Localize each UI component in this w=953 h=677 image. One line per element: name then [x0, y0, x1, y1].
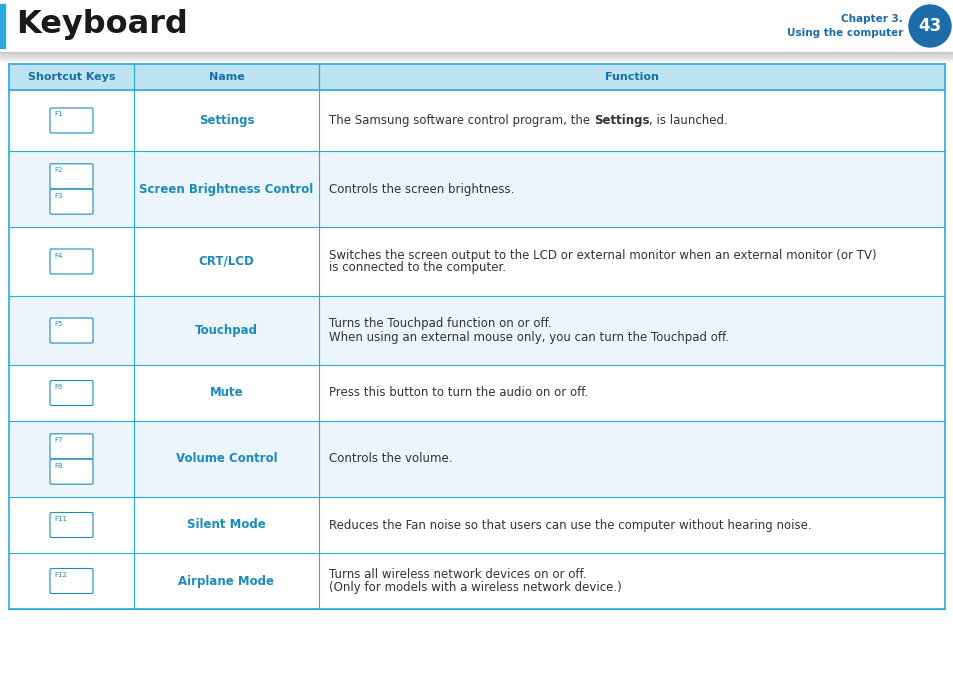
- Text: F1: F1: [54, 112, 63, 118]
- Text: F11: F11: [54, 516, 67, 522]
- Text: When using an external mouse only, you can turn the Touchpad off.: When using an external mouse only, you c…: [329, 330, 728, 343]
- Text: Mute: Mute: [210, 387, 243, 399]
- Text: is connected to the computer.: is connected to the computer.: [329, 261, 506, 274]
- FancyBboxPatch shape: [50, 434, 92, 459]
- Bar: [9, 365, 944, 421]
- Bar: [0, 0, 953, 52]
- FancyBboxPatch shape: [50, 512, 92, 538]
- Text: Silent Mode: Silent Mode: [187, 519, 266, 531]
- Text: Name: Name: [209, 72, 244, 82]
- Text: F7: F7: [54, 437, 63, 443]
- Bar: [9, 151, 944, 227]
- Text: F3: F3: [54, 193, 63, 198]
- Text: F2: F2: [54, 167, 62, 173]
- Bar: [0, 52, 953, 53]
- Bar: [0, 4, 5, 48]
- Text: Press this button to turn the audio on or off.: Press this button to turn the audio on o…: [329, 387, 588, 399]
- Text: Turns all wireless network devices on or off.: Turns all wireless network devices on or…: [329, 568, 586, 581]
- Bar: [9, 296, 944, 365]
- Text: F6: F6: [54, 384, 63, 390]
- Text: (Only for models with a wireless network device.): (Only for models with a wireless network…: [329, 581, 621, 594]
- Text: Touchpad: Touchpad: [194, 324, 257, 337]
- Circle shape: [908, 5, 950, 47]
- Bar: [0, 57, 953, 58]
- Text: Settings: Settings: [594, 114, 649, 127]
- Text: F4: F4: [54, 253, 62, 259]
- Text: The Samsung software control program, the: The Samsung software control program, th…: [329, 114, 594, 127]
- FancyBboxPatch shape: [50, 108, 92, 133]
- FancyBboxPatch shape: [50, 459, 92, 484]
- Text: F8: F8: [54, 462, 63, 468]
- Bar: [9, 553, 944, 609]
- Text: CRT/LCD: CRT/LCD: [198, 255, 254, 268]
- Text: Function: Function: [604, 72, 659, 82]
- Text: F12: F12: [54, 572, 67, 578]
- Text: Using the computer: Using the computer: [786, 28, 902, 38]
- Bar: [0, 60, 953, 61]
- FancyBboxPatch shape: [50, 380, 92, 406]
- Bar: [0, 59, 953, 60]
- Text: Keyboard: Keyboard: [16, 9, 188, 41]
- Text: Turns the Touchpad function on or off.: Turns the Touchpad function on or off.: [329, 318, 551, 330]
- Text: F5: F5: [54, 322, 62, 328]
- Bar: [9, 421, 944, 497]
- Text: , is launched.: , is launched.: [649, 114, 727, 127]
- Text: Reduces the Fan noise so that users can use the computer without hearing noise.: Reduces the Fan noise so that users can …: [329, 519, 811, 531]
- Bar: [0, 54, 953, 55]
- Text: Screen Brightness Control: Screen Brightness Control: [139, 183, 314, 196]
- Text: Chapter 3.: Chapter 3.: [841, 14, 902, 24]
- Text: Controls the screen brightness.: Controls the screen brightness.: [329, 183, 514, 196]
- Bar: [9, 64, 944, 90]
- Bar: [9, 497, 944, 553]
- Text: Airplane Mode: Airplane Mode: [178, 575, 274, 588]
- Bar: [0, 58, 953, 59]
- Text: Controls the volume.: Controls the volume.: [329, 452, 452, 466]
- Text: Settings: Settings: [198, 114, 254, 127]
- Bar: [9, 90, 944, 151]
- Text: Switches the screen output to the LCD or external monitor when an external monit: Switches the screen output to the LCD or…: [329, 248, 876, 261]
- FancyBboxPatch shape: [50, 164, 92, 189]
- FancyBboxPatch shape: [50, 569, 92, 594]
- Bar: [0, 55, 953, 56]
- Bar: [0, 53, 953, 54]
- Text: Volume Control: Volume Control: [175, 452, 277, 466]
- FancyBboxPatch shape: [50, 249, 92, 274]
- Text: Shortcut Keys: Shortcut Keys: [28, 72, 115, 82]
- FancyBboxPatch shape: [50, 189, 92, 214]
- Bar: [9, 227, 944, 296]
- Text: 43: 43: [918, 17, 941, 35]
- Bar: [0, 56, 953, 57]
- FancyBboxPatch shape: [50, 318, 92, 343]
